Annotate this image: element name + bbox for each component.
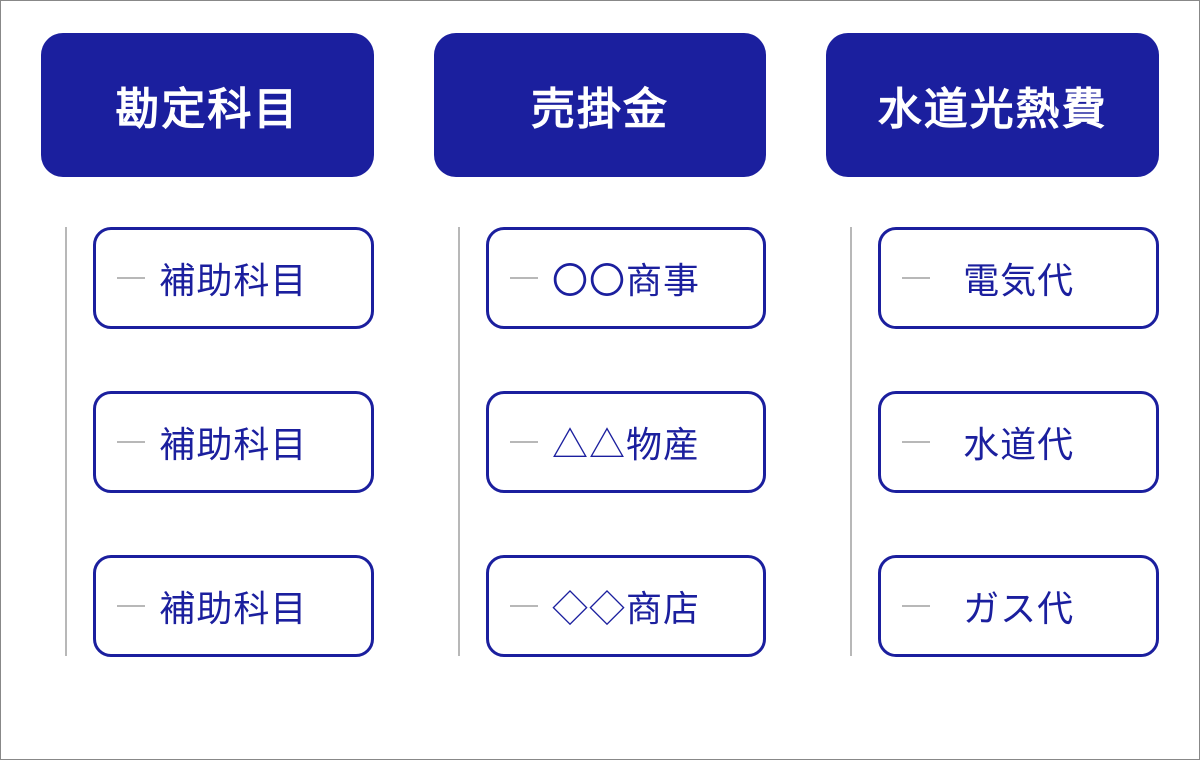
connector-horizontal [510, 441, 538, 443]
child-wrap: △△物産 [486, 391, 767, 493]
connector-vertical [458, 227, 460, 656]
children-group: 補助科目 補助科目 補助科目 [41, 227, 374, 657]
children-group: 電気代 水道代 ガス代 [826, 227, 1159, 657]
connector-horizontal [510, 277, 538, 279]
child-wrap: 補助科目 [93, 227, 374, 329]
child-wrap: ガス代 [878, 555, 1159, 657]
child-wrap: 補助科目 [93, 391, 374, 493]
connector-horizontal [117, 277, 145, 279]
connector-horizontal [902, 441, 930, 443]
child-wrap: 〇〇商事 [486, 227, 767, 329]
column-1: 勘定科目 補助科目 補助科目 補助科目 [41, 33, 374, 727]
connector-horizontal [117, 441, 145, 443]
connector-vertical [65, 227, 67, 656]
header-box: 水道光熱費 [826, 33, 1159, 177]
connector-horizontal [902, 605, 930, 607]
connector-vertical [850, 227, 852, 656]
header-box: 売掛金 [434, 33, 767, 177]
column-2: 売掛金 〇〇商事 △△物産 ◇◇商店 [434, 33, 767, 727]
children-group: 〇〇商事 △△物産 ◇◇商店 [434, 227, 767, 657]
connector-horizontal [902, 277, 930, 279]
child-wrap: 補助科目 [93, 555, 374, 657]
child-wrap: 電気代 [878, 227, 1159, 329]
connector-horizontal [117, 605, 145, 607]
child-wrap: 水道代 [878, 391, 1159, 493]
child-wrap: ◇◇商店 [486, 555, 767, 657]
column-3: 水道光熱費 電気代 水道代 ガス代 [826, 33, 1159, 727]
connector-horizontal [510, 605, 538, 607]
diagram-columns: 勘定科目 補助科目 補助科目 補助科目 売掛金 〇〇商事 [41, 33, 1159, 727]
header-box: 勘定科目 [41, 33, 374, 177]
